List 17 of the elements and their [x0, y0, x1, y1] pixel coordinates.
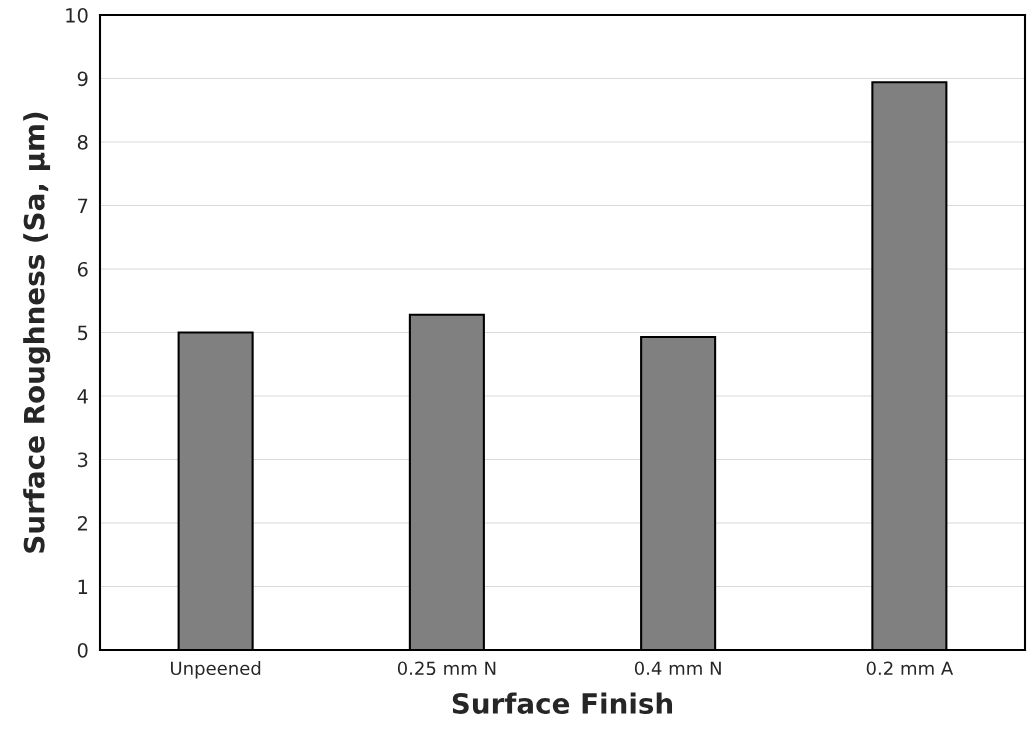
- y-axis-title: Surface Roughness (Sa, µm): [23, 112, 51, 553]
- y-tick-label: 1: [78, 579, 88, 594]
- y-tick-label: 0: [77, 642, 88, 658]
- y-tick-label: 6: [77, 261, 88, 277]
- x-tick-label: 0.2 mm A: [866, 661, 954, 676]
- x-tick-label: 0.25 mm N: [397, 661, 496, 676]
- y-tick-label: 3: [78, 452, 88, 468]
- x-tick-label: 0.4 mm N: [634, 661, 721, 676]
- x-axis-title: Surface Finish: [452, 692, 673, 714]
- y-tick-label: 10: [66, 7, 88, 23]
- y-tick-label: 9: [77, 71, 88, 87]
- y-tick-label: 8: [77, 134, 88, 150]
- y-tick-label: 7: [78, 198, 88, 213]
- y-tick-label: 2: [77, 515, 87, 531]
- y-tick-label: 4: [77, 389, 88, 404]
- x-tick-label: Unpeened: [171, 661, 261, 679]
- y-tick-label: 5: [78, 325, 88, 341]
